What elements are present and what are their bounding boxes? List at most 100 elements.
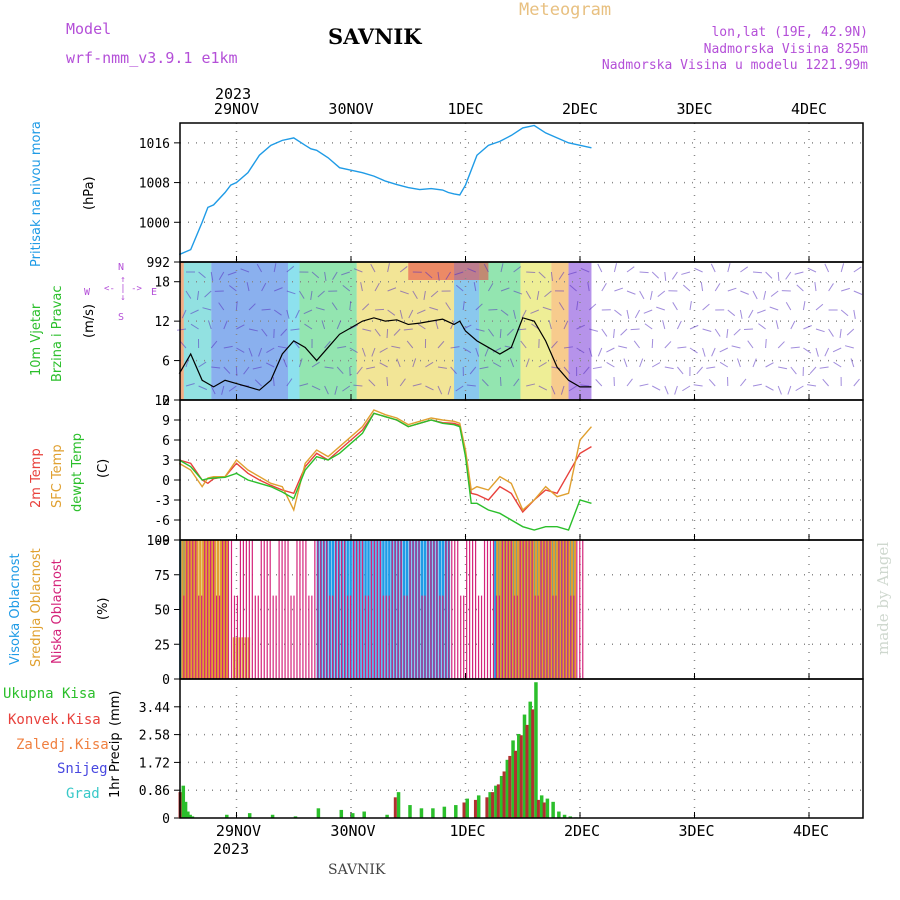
wind-barb xyxy=(689,347,698,354)
wind-barb xyxy=(664,385,669,395)
wind-barb xyxy=(467,268,476,273)
precip-conv-bar xyxy=(531,709,535,818)
cloud-low-bar xyxy=(278,540,280,679)
wind-barb xyxy=(634,309,641,319)
wind-barb xyxy=(286,290,296,295)
cloud-mid-bar xyxy=(199,540,202,679)
cloud-mid-bar xyxy=(499,540,502,679)
wind-barb xyxy=(551,341,558,349)
precip-total-bar xyxy=(316,808,321,818)
model-label: Model xyxy=(66,20,112,38)
wind-barb xyxy=(656,306,665,311)
wind-barb xyxy=(737,358,741,368)
wind-barb xyxy=(445,302,452,311)
wind-barb xyxy=(841,287,850,292)
wind-barb xyxy=(455,385,464,392)
cloud-mid-bar xyxy=(508,540,511,679)
precip-legend-hail: Grad xyxy=(66,786,100,802)
wind-barb xyxy=(580,384,590,387)
wind-barb xyxy=(258,347,263,357)
wind-barb xyxy=(752,271,763,274)
wind-barb xyxy=(492,362,502,368)
wind-barb xyxy=(403,328,413,331)
wind-barb xyxy=(450,346,460,349)
wind-barb xyxy=(587,282,590,292)
precip-total-bar xyxy=(499,775,504,818)
bottom-date-label-5: 4DEC xyxy=(793,822,829,840)
temp-ylabel-dewpt: dewpt Temp xyxy=(70,432,85,512)
temperature-ytick-label-3: 3 xyxy=(162,454,170,469)
clouds-ytick-label-3: 25 xyxy=(154,638,170,653)
precip-total-bar xyxy=(454,805,458,818)
wind-barb xyxy=(412,290,418,299)
cloud-low-bar xyxy=(463,595,465,679)
precip-conv-bar xyxy=(508,755,512,818)
cloud-mid-bar xyxy=(573,540,577,679)
wind-barb xyxy=(261,282,267,292)
wind-barb xyxy=(500,309,509,316)
wind-barb xyxy=(662,320,666,330)
cloud-mid-bar xyxy=(546,540,550,679)
wind-barb xyxy=(310,290,313,300)
wind-barb xyxy=(315,307,325,311)
cloud-low-bar xyxy=(314,540,316,679)
cloud-low-bar xyxy=(329,595,331,679)
wind-barb xyxy=(803,325,812,330)
cloud-low-bar xyxy=(302,540,304,679)
cloud-low-bar xyxy=(516,595,518,679)
temp-ylabel-sfc: SFC Temp xyxy=(50,444,65,508)
wind-barb xyxy=(179,340,187,349)
pressure-ylabel: Pritisak na nivou mora xyxy=(29,121,44,267)
wind-barb xyxy=(731,345,741,349)
wind-barb xyxy=(785,271,792,280)
wind-barb xyxy=(240,268,250,273)
cloud-mid-bar xyxy=(205,540,208,679)
wind-barb xyxy=(412,383,422,387)
wind-barb xyxy=(425,385,434,391)
wind-barb xyxy=(324,271,327,281)
wind-barb xyxy=(469,366,477,375)
wind-barb xyxy=(765,362,774,368)
cloud-mid-bar xyxy=(208,540,211,679)
cloud-low-bar xyxy=(460,595,462,679)
temp-2m-line xyxy=(179,412,592,514)
wind-barb xyxy=(370,263,376,273)
wind-barb xyxy=(506,328,514,336)
wind-barb xyxy=(295,309,300,319)
cloud-low-bar xyxy=(373,540,375,679)
cloud-low-bar xyxy=(424,595,426,679)
top-date-label-2: 1DEC xyxy=(447,100,483,118)
wind-barb xyxy=(360,282,363,292)
wind-barb xyxy=(254,379,262,387)
cloud-low-bar xyxy=(394,540,396,679)
wind-barb xyxy=(844,345,854,349)
precip-total-bar xyxy=(539,795,544,818)
wind-barb xyxy=(248,328,258,332)
wind-barb xyxy=(601,283,607,292)
wind-barb xyxy=(588,347,593,357)
wind-barb xyxy=(185,383,195,387)
wind-barb xyxy=(386,328,389,339)
wind-barb xyxy=(210,385,216,395)
wind-barb xyxy=(321,320,326,330)
cloud-mid-bar xyxy=(511,540,514,679)
cloud-low-bar xyxy=(549,540,551,679)
cloud-mid-bar xyxy=(534,540,538,679)
wind-ytick-label-1: 12 xyxy=(154,315,170,330)
wind-barb xyxy=(386,376,389,387)
wind-barb xyxy=(525,290,532,300)
cloud-low-bar xyxy=(445,540,447,679)
wind-barb xyxy=(558,271,565,280)
precip-total-bar xyxy=(186,811,190,818)
wind-barb xyxy=(520,340,527,349)
wind-legend-w: W xyxy=(84,287,91,298)
wind-barb xyxy=(752,358,757,368)
wind-color-band-3 xyxy=(288,262,300,400)
wind-barb xyxy=(626,309,630,319)
wind-barb xyxy=(795,385,804,392)
cloud-low-bar xyxy=(364,595,367,679)
cloud-low-bar xyxy=(308,595,310,679)
precip-ytick-label-4: 0 xyxy=(162,812,170,827)
cloud-mid-bar xyxy=(184,540,187,679)
wind-barb xyxy=(597,263,603,273)
